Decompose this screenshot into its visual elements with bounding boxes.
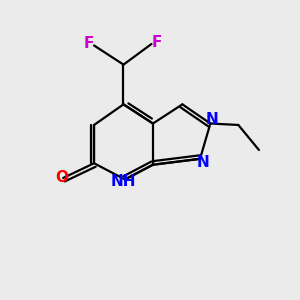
Text: O: O: [55, 170, 68, 185]
Text: NH: NH: [111, 174, 136, 189]
Text: F: F: [84, 37, 94, 52]
Text: N: N: [206, 112, 218, 128]
Text: F: F: [152, 35, 162, 50]
Text: N: N: [196, 155, 209, 170]
